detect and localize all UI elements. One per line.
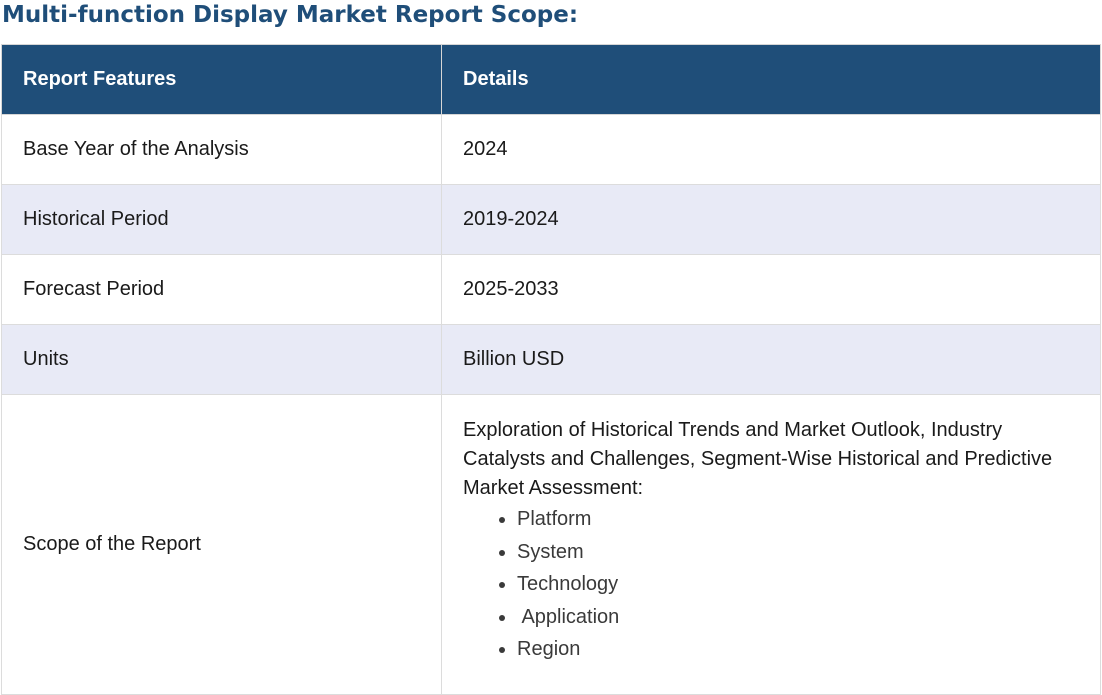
page-title: Multi-function Display Market Report Sco… (2, 2, 579, 28)
details-cell: Billion USD (441, 324, 1101, 395)
details-cell: 2019-2024 (441, 184, 1101, 255)
feature-cell: Historical Period (1, 184, 442, 255)
column-header-details: Details (441, 44, 1101, 115)
scope-intro-text: Exploration of Historical Trends and Mar… (463, 419, 1053, 499)
list-item: Region (517, 633, 1070, 666)
feature-cell: Base Year of the Analysis (1, 114, 442, 185)
scope-segment-list: Platform System Technology Application R… (463, 503, 1070, 666)
list-item: Application (517, 601, 1070, 634)
report-scope-table: Report Features Details Base Year of the… (1, 44, 1101, 695)
table-header-row: Report Features Details (1, 44, 1101, 115)
column-header-report-features: Report Features (1, 44, 442, 115)
table-row: Units Billion USD (1, 324, 1101, 395)
table-row: Forecast Period 2025-2033 (1, 254, 1101, 325)
list-item: System (517, 536, 1070, 569)
feature-cell: Scope of the Report (1, 394, 442, 695)
table-row-scope: Scope of the Report Exploration of Histo… (1, 394, 1101, 695)
feature-cell: Units (1, 324, 442, 395)
feature-cell: Forecast Period (1, 254, 442, 325)
list-item: Platform (517, 503, 1070, 536)
scope-details-cell: Exploration of Historical Trends and Mar… (441, 394, 1101, 695)
details-cell: 2024 (441, 114, 1101, 185)
list-item: Technology (517, 568, 1070, 601)
details-cell: 2025-2033 (441, 254, 1101, 325)
table-row: Historical Period 2019-2024 (1, 184, 1101, 255)
table-row: Base Year of the Analysis 2024 (1, 114, 1101, 185)
